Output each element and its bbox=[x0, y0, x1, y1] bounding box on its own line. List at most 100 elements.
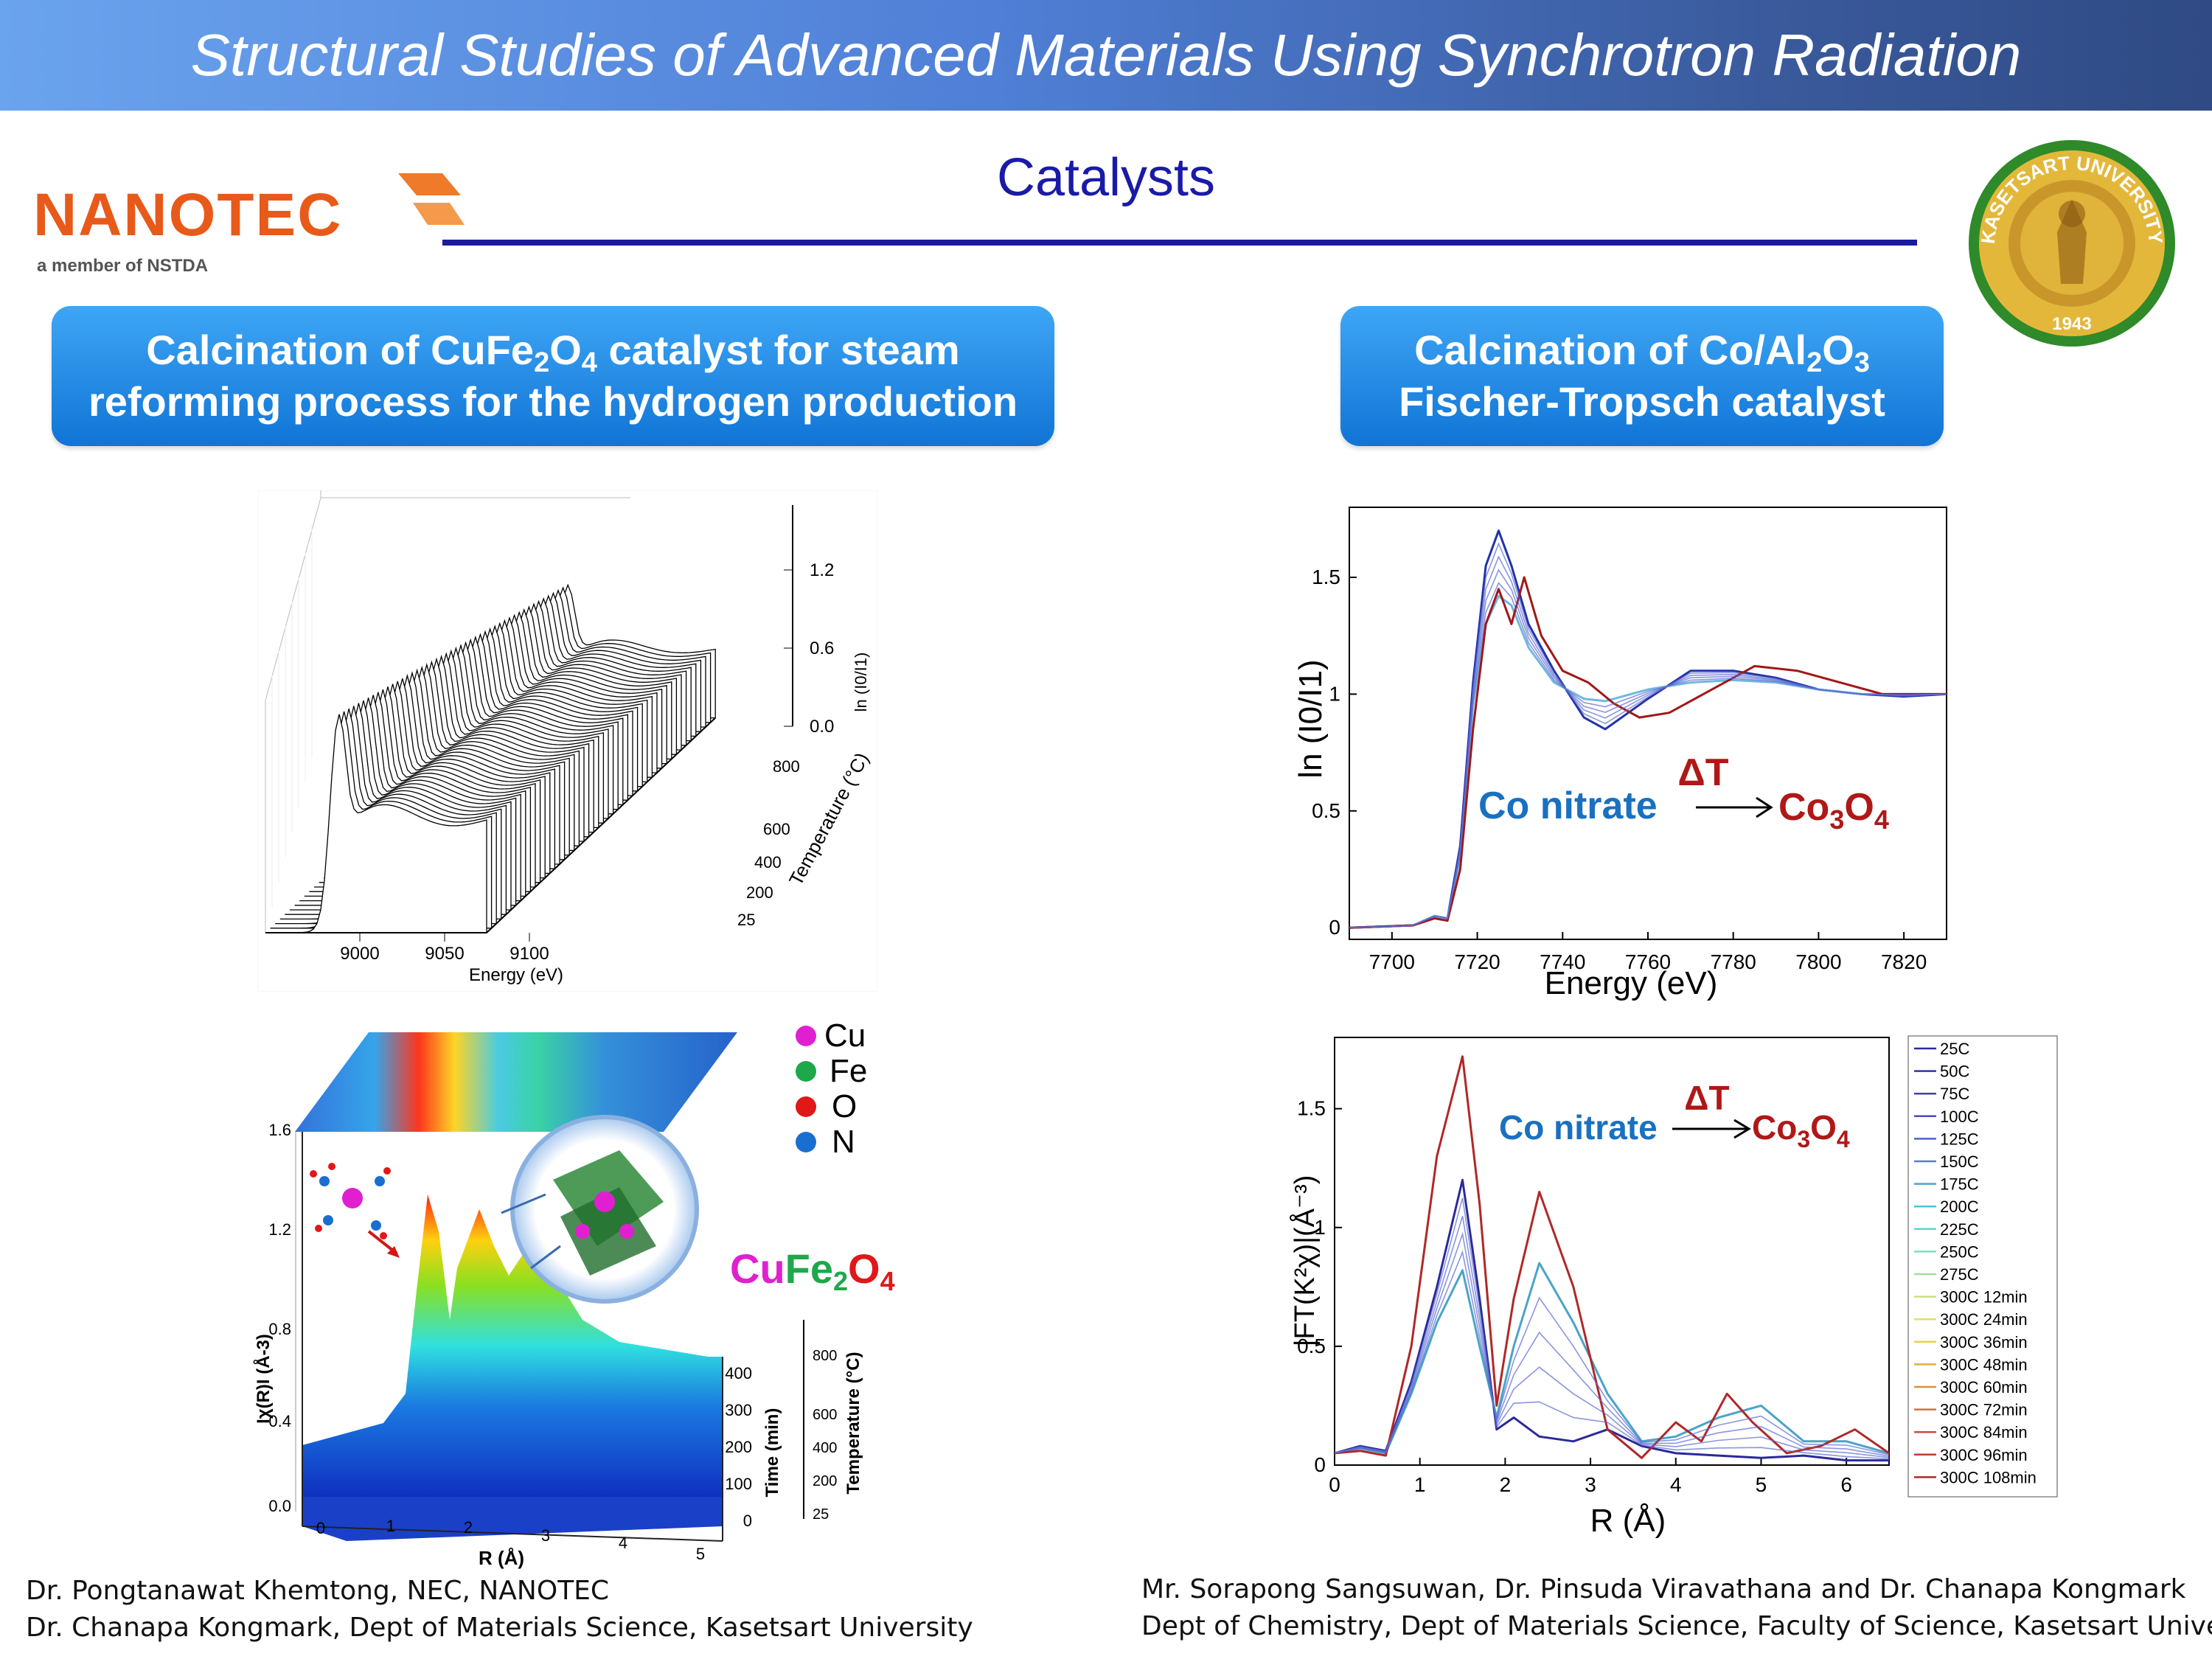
x-tick-label: 6 bbox=[1840, 1473, 1852, 1496]
co-xanes-annotation: Co nitrate ΔT Co3O4 bbox=[1478, 751, 1889, 835]
x-tick-label: 4 bbox=[1670, 1473, 1682, 1496]
surface-x-tick: 2 bbox=[464, 1518, 473, 1537]
legend-entry: 250C bbox=[1940, 1242, 1979, 1261]
legend-entry: 150C bbox=[1940, 1152, 1979, 1171]
surface-z-label: Iχ(R)I (Å-3) bbox=[253, 1334, 274, 1424]
legend-entry: 300C 12min bbox=[1940, 1288, 2028, 1307]
right-topic-pill: Calcination of Co/Al2O3 Fischer-Tropsch … bbox=[1340, 306, 1944, 446]
plot-frame bbox=[1334, 1037, 1890, 1466]
surface-time-tick: 300 bbox=[725, 1401, 752, 1419]
surface-z-tick: 0.8 bbox=[268, 1320, 291, 1338]
waterfall-y-tick: 400 bbox=[754, 853, 782, 872]
legend-marker-o bbox=[796, 1096, 816, 1117]
surface-temp-tick: 25 bbox=[813, 1506, 829, 1523]
nanotec-chevrons-icon bbox=[398, 173, 465, 225]
series-line bbox=[1334, 1250, 1890, 1455]
y-tick-label: 0.5 bbox=[1297, 1335, 1326, 1357]
waterfall-y-tick: 200 bbox=[746, 883, 773, 902]
legend-entry: 25C bbox=[1940, 1040, 1969, 1058]
svg-text:Co3O4: Co3O4 bbox=[1778, 786, 1889, 835]
x-tick-label: 7760 bbox=[1625, 950, 1671, 973]
series-line bbox=[1334, 1055, 1890, 1459]
legend-marker-cu bbox=[796, 1026, 816, 1046]
series-line bbox=[1334, 1231, 1890, 1457]
co-ft-annotation: Co nitrate ΔT Co3O4 bbox=[1499, 1079, 1850, 1152]
svg-text:Co nitrate: Co nitrate bbox=[1499, 1108, 1658, 1147]
waterfall-z-tick: 0.0 bbox=[810, 717, 834, 737]
right-credit-line-2: Dept of Chemistry, Dept of Materials Sci… bbox=[1141, 1611, 2212, 1641]
legend-entry: 275C bbox=[1940, 1265, 1979, 1284]
y-tick-label: 1.5 bbox=[1297, 1097, 1326, 1120]
series-line bbox=[1349, 576, 1947, 929]
cufe2o4-label: CuFe2O4 bbox=[730, 1245, 895, 1296]
x-tick-label: 7700 bbox=[1369, 950, 1415, 973]
nanotec-logo: NANOTEC a member of NSTDA bbox=[33, 166, 465, 276]
legend-label: N bbox=[832, 1124, 855, 1160]
surface-x-label: R (Å) bbox=[479, 1547, 524, 1569]
surface-time-tick: 0 bbox=[743, 1512, 752, 1530]
waterfall-y-tick: 25 bbox=[737, 911, 755, 929]
legend-entry: 100C bbox=[1940, 1107, 1979, 1126]
x-tick-label: 1 bbox=[1414, 1473, 1426, 1496]
svg-text:ΔT: ΔT bbox=[1684, 1079, 1729, 1117]
legend-entry: 75C bbox=[1940, 1085, 1969, 1103]
nanotec-tagline: a member of NSTDA bbox=[37, 256, 209, 276]
legend-entry: 50C bbox=[1940, 1062, 1969, 1081]
legend-label: Fe bbox=[830, 1053, 867, 1089]
series-line bbox=[1349, 582, 1947, 928]
surface-x-tick: 1 bbox=[386, 1517, 395, 1535]
legend-entry: 300C 24min bbox=[1940, 1310, 2028, 1329]
page-title: Structural Studies of Advanced Materials… bbox=[190, 22, 2022, 88]
surface-time-tick: 100 bbox=[725, 1475, 752, 1493]
svg-text:Co nitrate: Co nitrate bbox=[1478, 785, 1658, 827]
svg-text:Co3O4: Co3O4 bbox=[1752, 1108, 1850, 1152]
left-credit-line-1: Dr. Pongtanawat Khemtong, NEC, NANOTEC bbox=[26, 1576, 610, 1606]
nitrate-molecule-icon bbox=[310, 1163, 391, 1239]
co-xanes-chart: 7700 7720 7740 7760 7780 7800 7820 0 0.5 1 1.5 Ene… bbox=[1293, 507, 1947, 1001]
legend-box bbox=[1907, 1035, 2058, 1498]
y-tick-label: 1 bbox=[1329, 682, 1340, 705]
surface-temp-tick: 400 bbox=[813, 1440, 837, 1456]
right-credit-line-1: Mr. Sorapong Sangsuwan, Dr. Pinsuda Vira… bbox=[1141, 1574, 2186, 1604]
legend-entry: 300C 96min bbox=[1940, 1446, 2028, 1464]
section-divider bbox=[442, 240, 1917, 246]
svg-text:ΔT: ΔT bbox=[1677, 751, 1728, 794]
surface-z-tick: 0.0 bbox=[268, 1497, 291, 1515]
waterfall-x-tick: 9050 bbox=[425, 944, 464, 964]
surface-x-tick: 0 bbox=[316, 1519, 325, 1537]
exafs-surface-chart: 0.0 0.4 0.8 1.2 1.6 0 1 2 3 4 5 0 100 200 300 400 25 200 4… bbox=[253, 1018, 895, 1569]
y-tick-label: 1.5 bbox=[1312, 566, 1340, 588]
xanes-waterfall-chart: 9000 9050 9100 0.0 0.6 1.2 25 200 400 600 800 Ener… bbox=[258, 490, 877, 992]
legend-entry: 200C bbox=[1940, 1197, 1979, 1216]
series-line bbox=[1334, 1216, 1890, 1458]
y-tick-label: 1 bbox=[1314, 1216, 1326, 1239]
y-tick-label: 0 bbox=[1329, 916, 1340, 939]
surface-temp-tick: 800 bbox=[813, 1348, 837, 1364]
waterfall-y-tick: 800 bbox=[773, 757, 800, 776]
x-tick-label: 7800 bbox=[1795, 950, 1841, 973]
surface-time-label: Time (min) bbox=[762, 1408, 782, 1498]
surface-z-tick: 1.2 bbox=[268, 1220, 291, 1239]
legend-entry: 175C bbox=[1940, 1175, 1979, 1194]
legend-entry: 300C 48min bbox=[1940, 1355, 2028, 1374]
legend-label: Cu bbox=[824, 1018, 866, 1054]
surface-x-tick: 4 bbox=[619, 1534, 627, 1552]
legend-entry: 225C bbox=[1940, 1220, 1979, 1239]
surface-z-tick: 0.4 bbox=[268, 1412, 291, 1430]
series-line bbox=[1334, 1262, 1890, 1455]
x-tick-label: 5 bbox=[1756, 1473, 1767, 1496]
x-tick-label: 7740 bbox=[1540, 950, 1585, 973]
plot-frame bbox=[1349, 507, 1947, 940]
waterfall-z-tick: 0.6 bbox=[810, 639, 834, 658]
x-tick-label: 7820 bbox=[1881, 950, 1927, 973]
legend-label: O bbox=[832, 1088, 857, 1124]
seal-year: 1943 bbox=[2052, 314, 2091, 334]
surface-temp-label: Temperature (°C) bbox=[844, 1352, 863, 1494]
legend-entry: 300C 36min bbox=[1940, 1333, 2028, 1352]
waterfall-x-tick: 9100 bbox=[509, 944, 549, 964]
surface-time-tick: 200 bbox=[725, 1438, 752, 1456]
co-exafs-ft-chart: 0 1 2 3 4 5 6 0 0.5 1 1.5 R (Å) |FT(K²χ)|(Å⁻³) Co … bbox=[1288, 1035, 2058, 1539]
left-credits: Dr. Pongtanawat Khemtong, NEC, NANOTEC D… bbox=[26, 1573, 973, 1646]
surface-temp-tick: 200 bbox=[813, 1473, 837, 1489]
waterfall-z-label: ln (I0/I1) bbox=[852, 653, 870, 712]
